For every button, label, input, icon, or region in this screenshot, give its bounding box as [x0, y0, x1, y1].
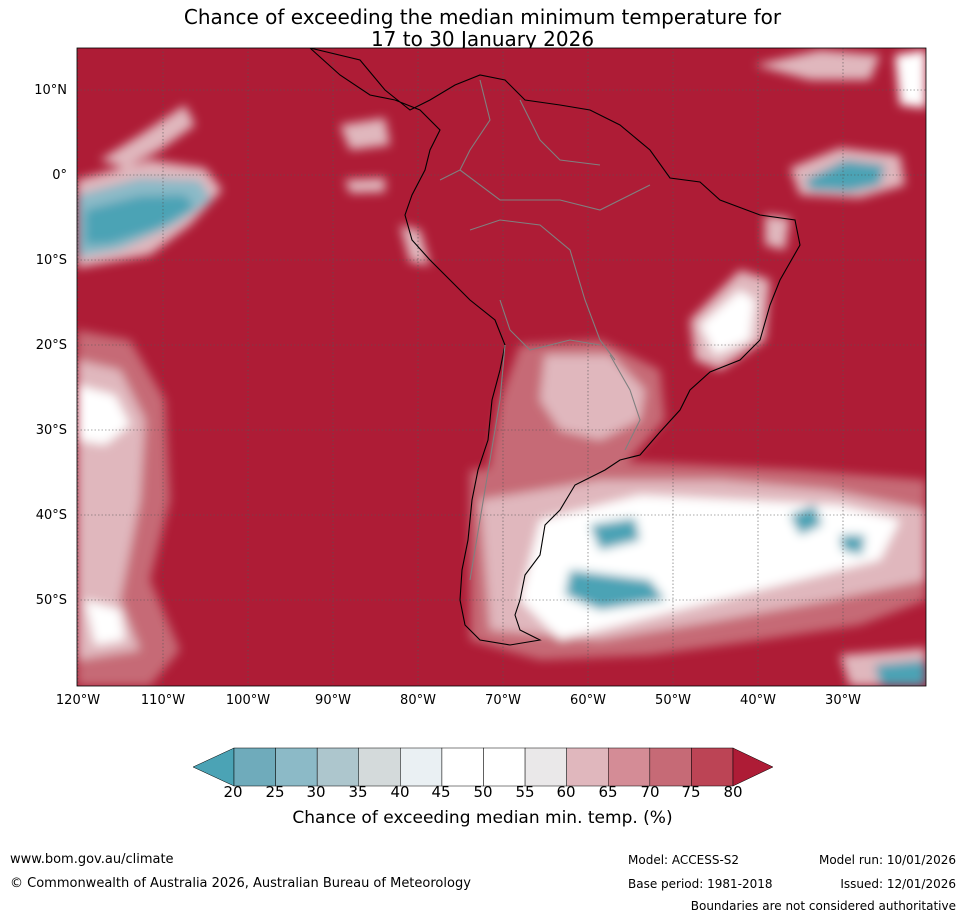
issued-date: Issued: 12/01/2026 — [840, 877, 956, 891]
colorbar-bin-35-40 — [358, 747, 401, 787]
colorbar-below-arrow — [192, 747, 235, 787]
base-period: Base period: 1981-2018 — [628, 877, 773, 891]
colorbar-bin-30-35 — [316, 747, 360, 787]
eastern-brazil-neutral-patch — [700, 290, 755, 355]
lat-label-10s: 10°S — [35, 253, 67, 268]
map-frame — [76, 47, 927, 687]
lon-label-100w: 100°W — [225, 693, 271, 708]
lat-label-0: 0° — [52, 168, 67, 183]
colorbar-tick-50: 50 — [473, 783, 493, 801]
colorbar-label: Chance of exceeding median min. temp. (%… — [292, 808, 673, 828]
model-run-date: Model run: 10/01/2026 — [818, 853, 956, 867]
colorbar-tick-30: 30 — [306, 783, 326, 801]
model-name: Model: ACCESS-S2 — [628, 853, 740, 867]
colorbar-bin-60-65 — [566, 747, 609, 787]
colorbar-tick-35: 35 — [348, 783, 368, 801]
map-title-line-1: Chance of exceeding the median minimum t… — [183, 5, 782, 29]
country-boundaries — [439, 79, 651, 581]
lon-label-120w: 120°W — [55, 693, 101, 708]
colorbar-tick-75: 75 — [681, 783, 701, 801]
south-atlantic-cold-patch-2 — [565, 570, 665, 610]
colorbar-bin-25-30 — [275, 747, 318, 787]
lat-label-30s: 30°S — [35, 423, 67, 438]
colorbar-bin-45-50 — [441, 747, 484, 787]
southeast-atlantic-cold-corner — [875, 660, 926, 686]
probability-field — [77, 48, 926, 686]
colorbar-tick-55: 55 — [515, 783, 535, 801]
colorbar-tick-25: 25 — [265, 783, 285, 801]
colorbar-bin-50-55 — [483, 747, 526, 787]
colorbar-tick-40: 40 — [390, 783, 410, 801]
lon-label-50w: 50°W — [655, 693, 691, 708]
lat-label-40s: 40°S — [35, 508, 67, 523]
lon-label-60w: 60°W — [570, 693, 606, 708]
southwest-pacific-neutral-patch-2 — [85, 600, 125, 645]
south-atlantic-cold-patch-3 — [790, 505, 822, 535]
colorbar-bin-75-80 — [691, 747, 734, 787]
south-america-coastline — [309, 48, 801, 646]
colorbar-tick-60: 60 — [556, 783, 576, 801]
pacific-cold-anomaly — [85, 195, 195, 245]
galapagos-light-patch — [345, 178, 385, 193]
lon-label-90w: 90°W — [315, 693, 351, 708]
pacific-light-patch — [100, 105, 195, 168]
south-atlantic-cold-patch-4 — [840, 535, 865, 555]
lon-label-40w: 40°W — [740, 693, 776, 708]
colorbar-tick-65: 65 — [598, 783, 618, 801]
lat-label-50s: 50°S — [35, 593, 67, 608]
lon-label-30w: 30°W — [825, 693, 861, 708]
colorbar-tick-80: 80 — [723, 783, 743, 801]
colorbar-bin-55-60 — [524, 747, 567, 787]
colorbar-tick-70: 70 — [640, 783, 660, 801]
colorbar — [192, 747, 774, 787]
lon-label-110w: 110°W — [140, 693, 186, 708]
north-atlantic-neutral-patch — [895, 50, 926, 108]
tropical-light-patch — [340, 118, 390, 150]
lon-label-70w: 70°W — [485, 693, 521, 708]
lat-label-20s: 20°S — [35, 338, 67, 353]
colorbar-tick-45: 45 — [431, 783, 451, 801]
northeast-brazil-light-patch — [765, 215, 790, 250]
colorbar-bin-70-75 — [649, 747, 692, 787]
atlantic-cold-anomaly — [805, 160, 885, 192]
colorbar-tick-20: 20 — [223, 783, 243, 801]
south-atlantic-cold-patch-1 — [590, 518, 640, 550]
lon-label-80w: 80°W — [400, 693, 436, 708]
map-title-line-2: 17 to 30 January 2026 — [370, 27, 595, 51]
peru-coast-light-patch — [400, 225, 430, 265]
boundaries-disclaimer: Boundaries are not considered authoritat… — [690, 899, 956, 913]
north-atlantic-light-patch — [755, 50, 880, 80]
website-link[interactable]: www.bom.gov.au/climate — [10, 852, 174, 867]
south-america-light-region — [540, 355, 645, 440]
colorbar-above-arrow — [732, 747, 774, 787]
colorbar-bin-40-45 — [400, 747, 443, 787]
copyright-text: © Commonwealth of Australia 2026, Austra… — [10, 876, 471, 891]
lat-label-10n: 10°N — [34, 83, 67, 98]
colorbar-bin-65-70 — [608, 747, 651, 787]
colorbar-bin-20-25 — [233, 747, 276, 787]
